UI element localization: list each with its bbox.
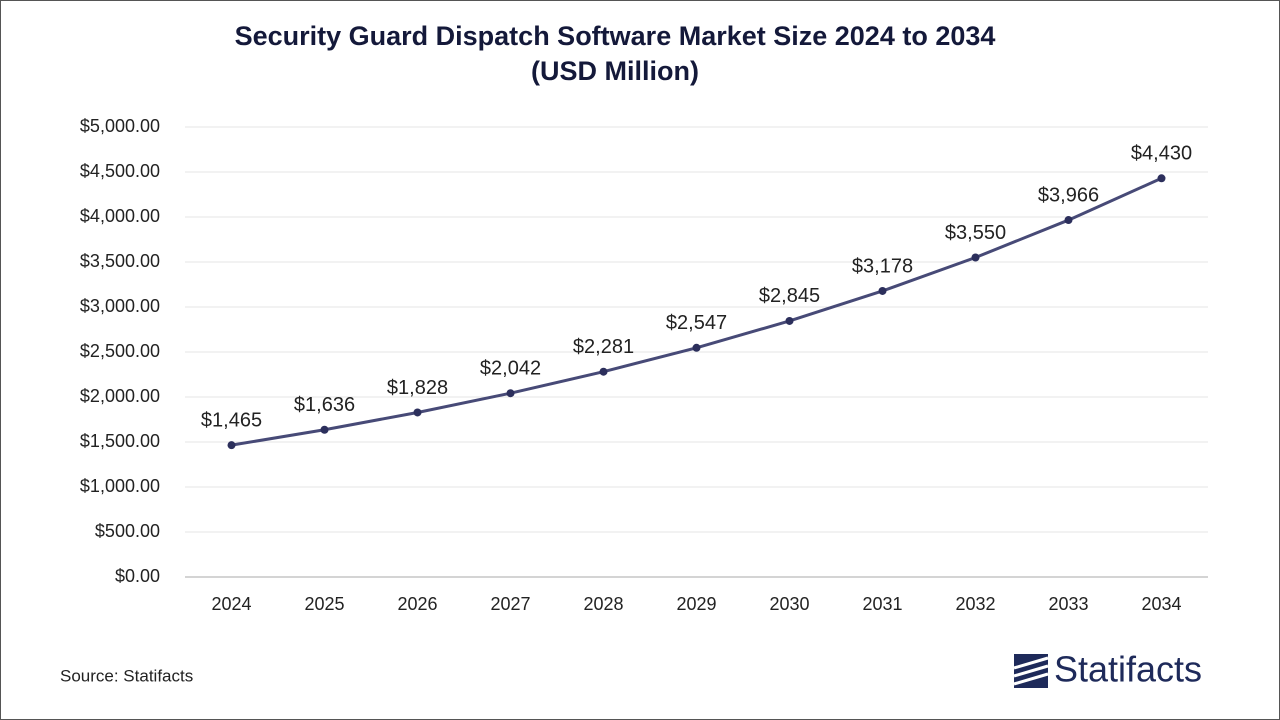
- value-label: $2,547: [666, 312, 727, 334]
- value-label: $1,636: [294, 394, 355, 416]
- point: [413, 408, 422, 417]
- y-tick-label: $3,500.00: [80, 251, 160, 271]
- value-label: $3,966: [1038, 184, 1099, 206]
- point: [320, 425, 329, 434]
- value-label: $2,845: [759, 285, 820, 307]
- x-tick-label: 2028: [583, 594, 623, 614]
- x-tick-label: 2027: [490, 594, 530, 614]
- value-label: $2,042: [480, 358, 541, 380]
- y-tick-label: $5,000.00: [80, 116, 160, 136]
- y-tick-label: $1,500.00: [80, 431, 160, 451]
- point: [599, 367, 608, 376]
- y-tick-label: $3,000.00: [80, 296, 160, 316]
- point: [971, 253, 980, 262]
- point: [785, 316, 794, 325]
- y-tick-label: $4,500.00: [80, 161, 160, 181]
- value-label: $2,281: [573, 336, 634, 358]
- y-tick-label: $0.00: [115, 566, 160, 586]
- value-label: $3,550: [945, 222, 1006, 244]
- point: [1064, 216, 1073, 225]
- point: [227, 441, 236, 450]
- chart-subtitle: (USD Million): [531, 56, 699, 86]
- logo-icon: [1013, 654, 1049, 688]
- source: Source: Statifacts: [60, 666, 193, 685]
- x-tick-label: 2030: [769, 594, 809, 614]
- x-tick-label: 2025: [304, 594, 344, 614]
- point: [692, 343, 701, 352]
- y-tick-label: $4,000.00: [80, 206, 160, 226]
- x-tick-label: 2033: [1048, 594, 1088, 614]
- value-label: $4,430: [1131, 143, 1192, 165]
- x-tick-label: 2029: [676, 594, 716, 614]
- x-tick-label: 2032: [955, 594, 995, 614]
- y-tick-label: $1,000.00: [80, 476, 160, 496]
- x-tick-label: 2031: [862, 594, 902, 614]
- x-tick-label: 2024: [211, 594, 251, 614]
- x-tick-label: 2026: [397, 594, 437, 614]
- y-tick-label: $500.00: [95, 521, 160, 541]
- x-tick-label: 2034: [1141, 594, 1181, 614]
- logo: Statifacts: [1054, 649, 1202, 690]
- y-tick-label: $2,500.00: [80, 341, 160, 361]
- value-label: $3,178: [852, 255, 913, 277]
- value-label: $1,465: [201, 409, 262, 431]
- point: [878, 286, 887, 295]
- y-tick-label: $2,000.00: [80, 386, 160, 406]
- point: [1157, 174, 1166, 183]
- value-label: $1,828: [387, 377, 448, 399]
- chart-title: Security Guard Dispatch Software Market …: [235, 21, 996, 51]
- point: [506, 389, 515, 398]
